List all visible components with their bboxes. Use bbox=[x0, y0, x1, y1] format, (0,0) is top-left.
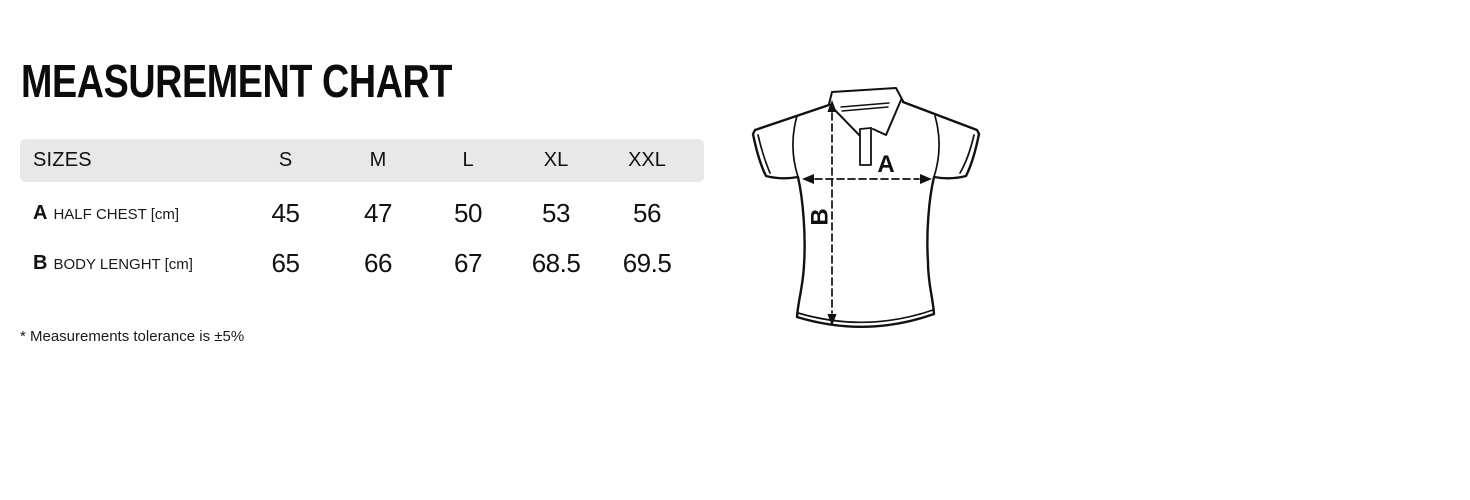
size-col-xl: XL bbox=[543, 149, 569, 171]
row-label-body-length: BODY LENGHT [cm] bbox=[53, 255, 193, 273]
row-label-half-chest: HALF CHEST [cm] bbox=[53, 205, 180, 223]
body-length-l: 67 bbox=[454, 247, 482, 278]
half-chest-l: 50 bbox=[454, 197, 482, 228]
polo-shirt-illustration: A B bbox=[740, 85, 990, 345]
size-col-m: M bbox=[369, 149, 387, 171]
table-row-body-length: B BODY LENGHT [cm] 65 66 67 68.5 69.5 bbox=[20, 246, 704, 280]
body-length-label: B bbox=[807, 208, 834, 225]
bottom-hem-line bbox=[797, 309, 934, 324]
right-armhole-seam bbox=[933, 115, 940, 178]
tolerance-footnote: * Measurements tolerance is ±5% bbox=[20, 328, 245, 345]
row-letter-b: B bbox=[33, 251, 48, 274]
body-length-s: 65 bbox=[271, 247, 300, 278]
chest-arrowhead-left bbox=[802, 174, 814, 184]
half-chest-xl: 53 bbox=[542, 197, 570, 228]
collar-right-flap bbox=[872, 99, 902, 136]
row-letter-a: A bbox=[33, 201, 48, 224]
chest-arrowhead-right bbox=[920, 174, 932, 184]
left-armhole-seam bbox=[792, 115, 799, 178]
body-length-xxl: 69.5 bbox=[622, 247, 672, 278]
half-chest-m: 47 bbox=[364, 197, 392, 228]
left-cuff-hem-line bbox=[757, 134, 771, 174]
length-arrowhead-top bbox=[827, 100, 837, 112]
collar-back-seam-1 bbox=[840, 102, 890, 108]
half-chest-s: 45 bbox=[271, 197, 300, 228]
collar-top-band bbox=[828, 87, 904, 105]
collar-back-seam-2 bbox=[841, 106, 889, 112]
placket bbox=[859, 127, 872, 166]
shirt-body-outline bbox=[751, 100, 981, 328]
page-title: MEASUREMENT CHART bbox=[21, 55, 452, 107]
size-col-s: S bbox=[278, 149, 293, 171]
size-col-l: L bbox=[462, 149, 474, 171]
chest-width-label: A bbox=[877, 151, 894, 178]
body-length-xl: 68.5 bbox=[531, 247, 581, 278]
body-length-m: 66 bbox=[364, 247, 392, 278]
size-table-header: SIZES S M L XL XXL bbox=[20, 139, 704, 182]
length-arrowhead-bottom bbox=[827, 314, 837, 326]
size-col-xxl: XXL bbox=[628, 149, 666, 171]
half-chest-xxl: 56 bbox=[633, 197, 661, 228]
table-row-half-chest: A HALF CHEST [cm] 45 47 50 53 56 bbox=[20, 196, 704, 230]
sizes-column-header: SIZES bbox=[33, 149, 92, 171]
right-cuff-hem-line bbox=[959, 134, 975, 174]
